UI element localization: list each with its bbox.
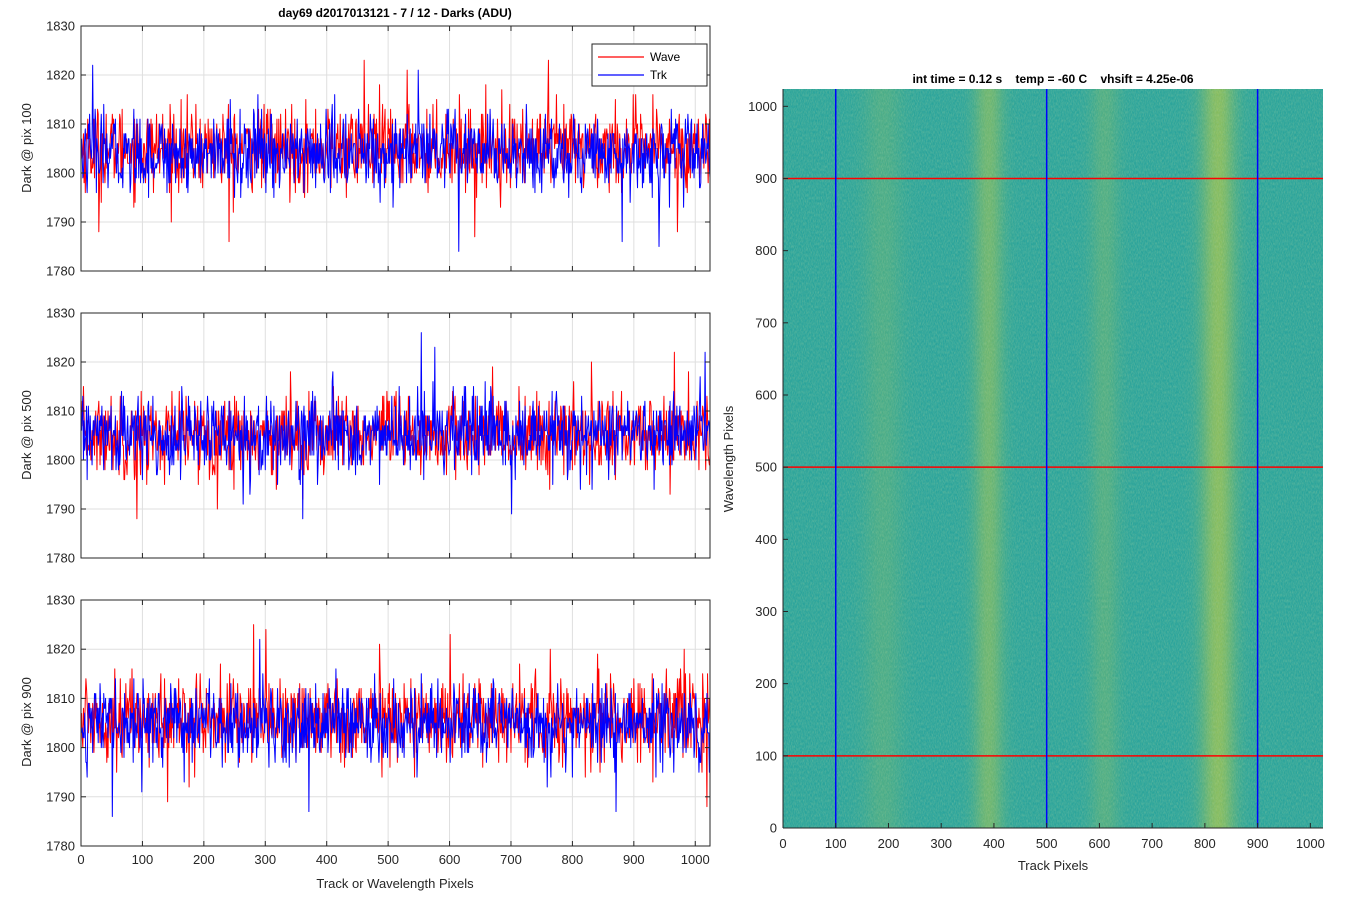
legend: Wave Trk bbox=[591, 43, 708, 87]
series-line-wave bbox=[81, 351, 710, 520]
heatmap-y-tick-label: 900 bbox=[755, 171, 777, 186]
heatmap-y-tick-label: 300 bbox=[755, 604, 777, 619]
ylabel-pix500: Dark @ pix 500 bbox=[19, 390, 34, 480]
x-tick-label: 300 bbox=[254, 852, 276, 867]
heatmap-x-tick-label: 500 bbox=[1036, 836, 1058, 851]
heatmap-y-tick-label: 100 bbox=[755, 748, 777, 763]
axes-box bbox=[80, 312, 711, 559]
heatmap-x-tick-label: 600 bbox=[1089, 836, 1111, 851]
heatmap-ylabel: Wavelength Pixels bbox=[721, 405, 736, 512]
x-tick-label: 400 bbox=[316, 852, 338, 867]
y-tick-label: 1800 bbox=[46, 740, 75, 755]
y-tick-label: 1800 bbox=[46, 453, 75, 468]
y-tick-label: 1830 bbox=[46, 19, 75, 34]
line-plot-pix100: day69 d2017013121 - 7 / 12 - Darks (ADU)… bbox=[19, 6, 711, 279]
heatmap-x-tick-label: 200 bbox=[878, 836, 900, 851]
top-plot-title: day69 d2017013121 - 7 / 12 - Darks (ADU) bbox=[278, 6, 511, 20]
y-tick-label: 1780 bbox=[46, 551, 75, 566]
y-tick-label: 1810 bbox=[46, 404, 75, 419]
legend-label-wave: Wave bbox=[650, 50, 681, 64]
legend-box bbox=[591, 43, 708, 87]
heatmap-y-tick-label: 600 bbox=[755, 387, 777, 402]
heatmap-title: int time = 0.12 s temp = -60 C vhsift = … bbox=[912, 72, 1193, 86]
heatmap-x-tick-label: 300 bbox=[930, 836, 952, 851]
heatmap-image bbox=[783, 89, 1323, 828]
heatmap-xlabel: Track Pixels bbox=[1018, 858, 1089, 873]
heatmap-y-tick-label: 500 bbox=[755, 460, 777, 475]
axes-box bbox=[80, 25, 711, 272]
heatmap-y-tick-label: 0 bbox=[770, 821, 777, 836]
heatmap-x-tick-label: 700 bbox=[1141, 836, 1163, 851]
axes-box bbox=[80, 599, 711, 847]
x-tick-label: 600 bbox=[439, 852, 461, 867]
heatmap-y-tick-label: 200 bbox=[755, 676, 777, 691]
x-tick-label: 100 bbox=[132, 852, 154, 867]
x-tick-label: 700 bbox=[500, 852, 522, 867]
y-tick-label: 1780 bbox=[46, 264, 75, 279]
y-tick-label: 1790 bbox=[46, 215, 75, 230]
y-tick-label: 1790 bbox=[46, 789, 75, 804]
y-tick-label: 1820 bbox=[46, 68, 75, 83]
ylabel-pix900: Dark @ pix 900 bbox=[19, 677, 34, 767]
dark-frame-heatmap-panel: int time = 0.12 s temp = -60 C vhsift = … bbox=[721, 72, 1325, 873]
heatmap-x-tick-label: 800 bbox=[1194, 836, 1216, 851]
series-line-trk bbox=[81, 64, 710, 252]
heatmap-texture-dark bbox=[783, 89, 1323, 828]
heatmap-x-tick-label: 0 bbox=[779, 836, 786, 851]
ylabel-pix100: Dark @ pix 100 bbox=[19, 103, 34, 193]
heatmap-y-tick-label: 1000 bbox=[748, 99, 777, 114]
series-line-trk bbox=[81, 332, 710, 520]
y-tick-label: 1810 bbox=[46, 117, 75, 132]
y-tick-label: 1790 bbox=[46, 502, 75, 517]
heatmap-x-tick-label: 400 bbox=[983, 836, 1005, 851]
heatmap-y-tick-label: 700 bbox=[755, 315, 777, 330]
series-line-trk bbox=[81, 638, 710, 817]
y-tick-label: 1830 bbox=[46, 593, 75, 608]
heatmap-x-tick-label: 900 bbox=[1247, 836, 1269, 851]
y-tick-label: 1810 bbox=[46, 691, 75, 706]
x-tick-label: 200 bbox=[193, 852, 215, 867]
x-tick-label: 900 bbox=[623, 852, 645, 867]
legend-label-trk: Trk bbox=[650, 68, 668, 82]
x-tick-label: 800 bbox=[562, 852, 584, 867]
x-tick-label: 1000 bbox=[681, 852, 710, 867]
heatmap-y-tick-label: 400 bbox=[755, 532, 777, 547]
y-tick-label: 1830 bbox=[46, 306, 75, 321]
xlabel-track-or-wavelength: Track or Wavelength Pixels bbox=[316, 876, 474, 891]
y-tick-label: 1820 bbox=[46, 642, 75, 657]
heatmap-y-tick-label: 800 bbox=[755, 243, 777, 258]
heatmap-x-tick-label: 100 bbox=[825, 836, 847, 851]
x-tick-label: 0 bbox=[77, 852, 84, 867]
y-tick-label: 1820 bbox=[46, 355, 75, 370]
x-tick-label: 500 bbox=[377, 852, 399, 867]
heatmap-x-tick-label: 1000 bbox=[1296, 836, 1325, 851]
y-tick-label: 1800 bbox=[46, 166, 75, 181]
line-plot-pix500: Dark @ pix 500 1780 1790 1800 1810 1820 1830 bbox=[19, 306, 711, 566]
line-plot-pix900: Dark @ pix 900 Track or Wavelength Pixel… bbox=[19, 593, 711, 891]
y-tick-label: 1780 bbox=[46, 839, 75, 854]
